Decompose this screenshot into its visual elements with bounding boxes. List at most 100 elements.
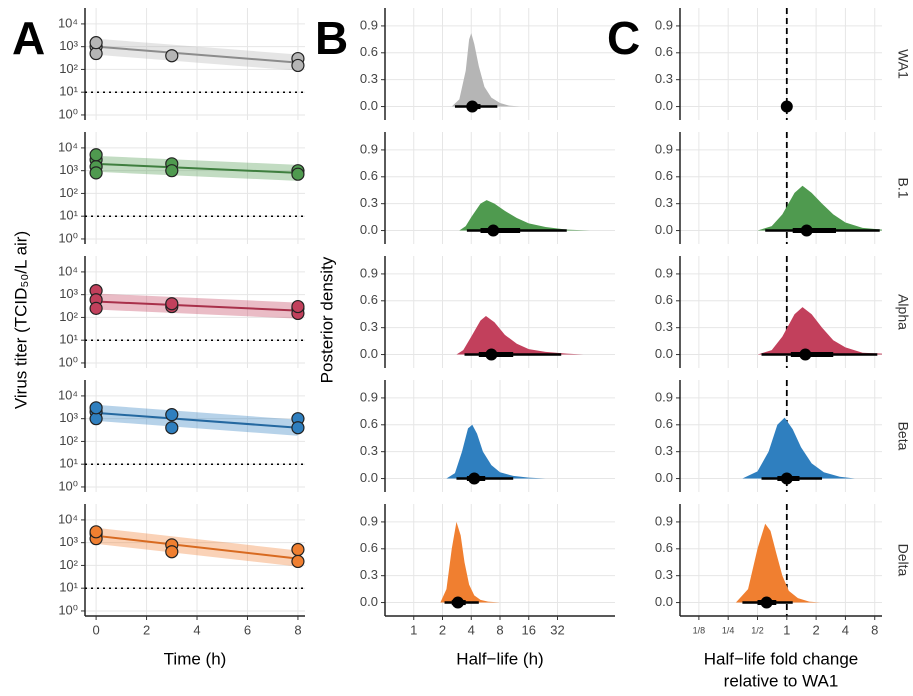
y-tick-label: 0.9 [655,513,673,528]
fit-line [95,534,299,560]
y-tick-label: 10¹ [59,332,78,347]
median-point [451,596,464,609]
y-tick-label: 0.6 [655,292,673,307]
facet-label: WA1 [895,49,911,79]
data-point [89,36,103,50]
y-tick-label: 10³ [59,286,78,301]
panel-letter: C [607,12,640,64]
y-tick-label: 0.3 [655,195,673,210]
x-tick-label: 2 [812,622,819,637]
y-tick-label: 0.0 [360,98,378,113]
fit-line [96,411,299,429]
x-tick-label: 4 [842,622,849,637]
y-tick-label: 0.6 [655,540,673,555]
y-tick-label: 0.3 [360,567,378,582]
y-axis-title: Virus titer (TCID₅₀/L air) [11,231,30,409]
data-point [165,545,179,559]
y-tick-label: 0.3 [360,195,378,210]
y-tick-label: 10⁰ [58,230,78,245]
density-area [757,307,882,355]
median-point [780,472,793,485]
y-tick-label: 10³ [59,410,78,425]
x-tick-label: 4 [193,622,200,637]
panel-letter: B [315,12,348,64]
density-area [735,523,821,603]
data-point [291,58,305,73]
y-tick-label: 0.6 [360,540,378,555]
data-point [89,412,103,426]
data-point [291,542,305,557]
y-tick-label: 0.9 [360,141,378,156]
data-point [89,301,103,315]
y-tick-label: 0.9 [360,389,378,404]
y-tick-label: 10² [59,309,78,324]
y-axis-title: Posterior density [317,256,336,383]
density-area [757,185,882,231]
data-point [89,401,103,415]
facet-label: Beta [895,422,911,451]
y-tick-label: 0.9 [360,17,378,32]
y-tick-label: 10⁰ [58,602,78,617]
x-tick-label: 8 [496,622,503,637]
x-tick-label: 4 [468,622,475,637]
y-tick-label: 0.0 [360,470,378,485]
y-tick-label: 0.6 [655,44,673,59]
x-tick-label: 8 [871,622,878,637]
y-tick-label: 10³ [59,162,78,177]
median-point [780,100,793,113]
data-point [89,166,103,180]
data-point [165,297,179,311]
data-point [165,421,179,435]
y-tick-label: 10³ [59,534,78,549]
x-tick-label: 1/4 [722,625,735,635]
y-tick-label: 10² [59,557,78,572]
y-tick-label: 0.3 [655,71,673,86]
x-tick-label: 2 [439,622,446,637]
data-point [291,554,305,569]
x-tick-label: 6 [244,622,251,637]
data-point [89,525,103,539]
x-axis-title: Half−life (h) [456,649,543,668]
y-tick-label: 0.6 [655,168,673,183]
median-point [760,596,773,609]
x-tick-label: 1 [410,622,417,637]
y-tick-label: 10² [59,185,78,200]
x-tick-label: 0 [92,622,99,637]
density-area [742,417,855,479]
panel-letter: A [12,12,45,64]
x-axis-title: Time (h) [164,649,227,668]
y-tick-label: 0.9 [655,265,673,280]
median-point [800,224,813,237]
facet-label: Delta [895,544,911,577]
density-area [446,424,546,479]
density-area [456,316,584,355]
y-tick-label: 10² [59,433,78,448]
y-tick-label: 0.6 [655,416,673,431]
facet-label: B.1 [895,177,911,198]
median-point [487,224,500,237]
median-point [468,472,481,485]
y-tick-label: 0.0 [655,470,673,485]
data-point [291,299,305,314]
y-tick-label: 10⁰ [58,354,78,369]
y-tick-label: 0.9 [360,265,378,280]
y-tick-label: 0.0 [360,222,378,237]
data-point [89,148,103,162]
y-tick-label: 0.9 [655,389,673,404]
x-tick-label: 1/2 [751,625,764,635]
y-tick-label: 10⁴ [58,139,78,154]
fit-line [96,162,298,174]
y-tick-label: 0.3 [655,443,673,458]
y-tick-label: 10⁰ [58,106,78,121]
fit-line [96,45,299,64]
y-tick-label: 0.6 [360,416,378,431]
y-tick-label: 0.6 [360,44,378,59]
median-point [466,100,479,113]
data-point [165,408,179,422]
y-tick-label: 0.0 [655,346,673,361]
y-tick-label: 0.0 [655,222,673,237]
y-tick-label: 0.0 [655,594,673,609]
y-tick-label: 0.0 [360,346,378,361]
x-axis-title: Half−life fold change [704,649,859,668]
